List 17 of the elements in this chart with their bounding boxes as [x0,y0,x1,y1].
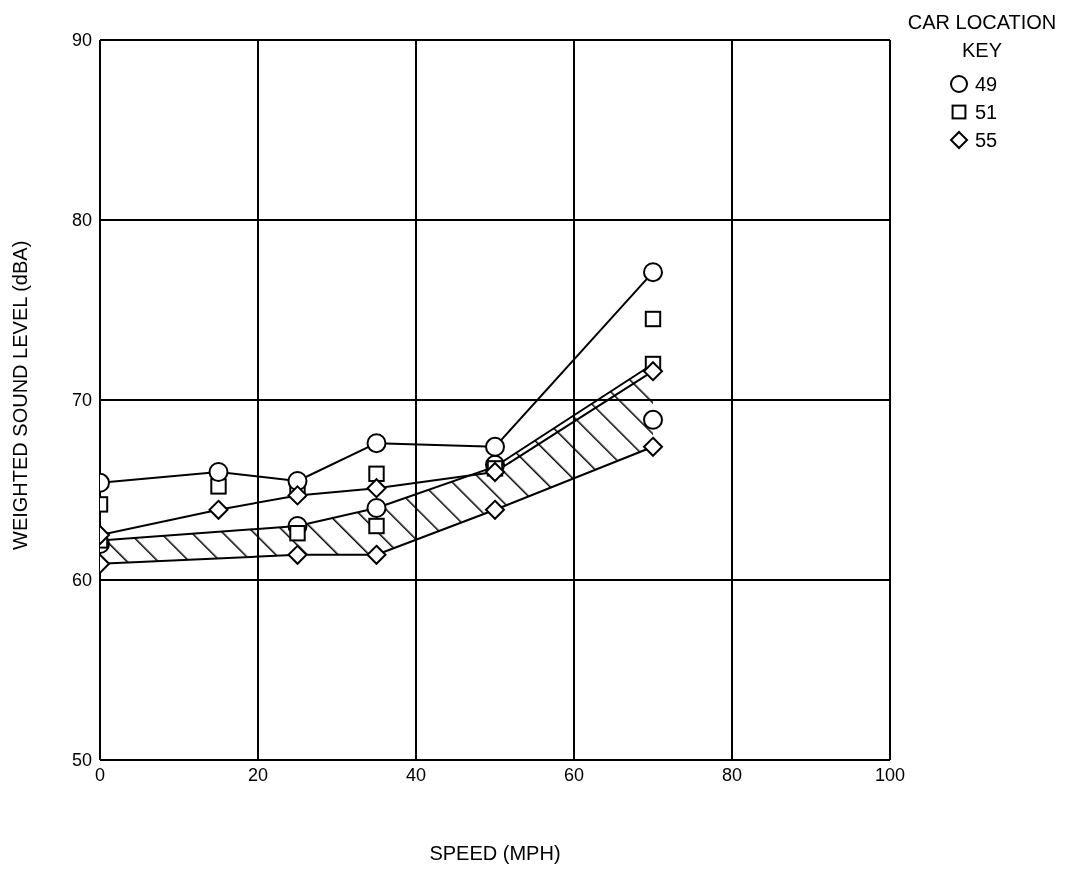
y-tick-label: 60 [71,570,92,591]
x-tick-label: 40 [405,764,427,785]
legend-label: 51 [975,100,998,124]
legend-label: 49 [975,72,998,96]
x-tick-label: 60 [563,764,585,785]
x-tick-label: 20 [247,764,269,785]
legend-label: 55 [975,128,998,152]
y-tick-label: 70 [71,390,92,411]
y-axis-title: WEIGHTED SOUND LEVEL (dBA) [9,240,32,550]
x-tick-label: 80 [721,764,743,785]
x-axis-title: SPEED (MPH) [429,842,561,864]
y-tick-label: 90 [71,30,92,51]
x-tick-label: 100 [874,764,906,785]
legend-title: CAR LOCATION KEY [907,10,1057,63]
y-tick-label: 80 [71,210,92,231]
y-tick-label: 50 [71,750,92,771]
x-tick-label: 0 [94,764,106,785]
